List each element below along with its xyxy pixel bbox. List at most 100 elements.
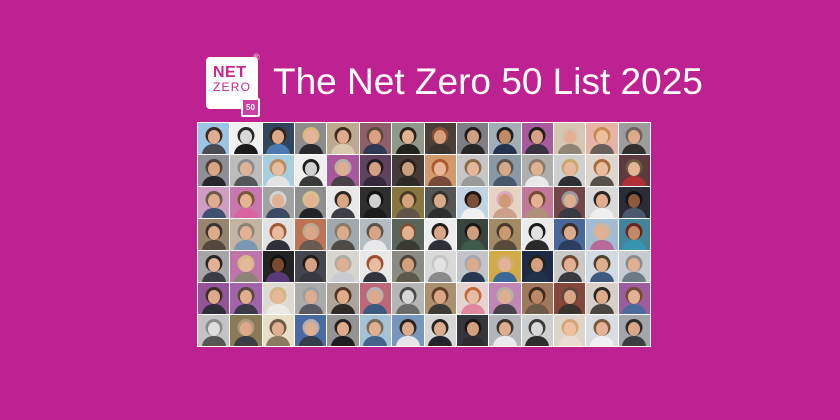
person-face-shape [401,290,414,304]
person-face-shape [337,258,350,272]
person-face-shape [466,194,479,208]
person-shoulders-shape [331,208,356,218]
headshot-photo [230,251,262,282]
person-shoulders-shape [363,176,388,186]
headshot-photo [489,251,521,282]
person-shoulders-shape [331,304,356,314]
person-shoulders-shape [460,176,485,186]
person-shoulders-shape [589,336,614,346]
person-face-shape [434,226,447,240]
person-face-shape [563,226,576,240]
person-shoulders-shape [557,336,582,346]
person-face-shape [304,290,317,304]
person-face-shape [563,194,576,208]
person-face-shape [304,226,317,240]
person-face-shape [337,130,350,144]
person-shoulders-shape [525,336,550,346]
person-shoulders-shape [557,304,582,314]
person-face-shape [369,226,382,240]
headshot-photo [392,219,424,250]
person-shoulders-shape [428,336,453,346]
person-shoulders-shape [201,176,226,186]
person-shoulders-shape [428,176,453,186]
headshot-photo [553,315,586,346]
headshot-photo [521,219,553,250]
headshot-photo [586,219,618,250]
headshot-photo [521,123,553,154]
person-shoulders-shape [363,240,388,250]
headshot-photo [456,283,489,314]
person-shoulders-shape [234,208,259,218]
person-face-shape [401,194,414,208]
page-title: The Net Zero 50 List 2025 [273,61,703,102]
person-shoulders-shape [266,336,291,346]
net-zero-logo: NET ZERO ® 50 [206,53,260,117]
headshot-photo [489,219,521,250]
person-face-shape [272,194,285,208]
person-face-shape [434,162,447,176]
headshot-photo [327,187,359,218]
headshot-photo [553,251,586,282]
person-shoulders-shape [298,208,323,218]
headshot-photo [230,187,262,218]
registered-trademark-icon: ® [253,52,260,62]
headshot-photo [327,251,359,282]
headshot-photo [392,315,424,346]
person-face-shape [369,194,382,208]
person-shoulders-shape [331,336,356,346]
headshot-photo [198,251,230,282]
person-face-shape [531,322,544,336]
person-shoulders-shape [589,272,614,282]
headshot-photo [295,123,327,154]
headshot-photo [586,123,618,154]
person-face-shape [498,162,511,176]
person-face-shape [595,226,608,240]
person-shoulders-shape [298,176,323,186]
person-face-shape [628,258,641,272]
person-face-shape [272,290,285,304]
headshot-photo [424,123,456,154]
person-face-shape [563,290,576,304]
person-shoulders-shape [622,176,647,186]
headshot-photo [359,155,392,186]
headshot-photo [295,155,327,186]
person-face-shape [240,194,253,208]
headshot-photo [295,315,327,346]
logo-text-net: NET [213,64,247,81]
person-shoulders-shape [331,176,356,186]
headshot-photo [456,123,489,154]
headshot-photo [295,251,327,282]
headshot-photo [198,187,230,218]
person-shoulders-shape [201,304,226,314]
headshot-photo [586,187,618,218]
person-face-shape [369,162,382,176]
person-face-shape [434,194,447,208]
person-face-shape [272,162,285,176]
headshot-photo [521,283,553,314]
person-shoulders-shape [557,208,582,218]
headshot-photo [198,123,230,154]
person-shoulders-shape [428,272,453,282]
person-face-shape [595,258,608,272]
person-shoulders-shape [266,208,291,218]
person-shoulders-shape [589,240,614,250]
person-face-shape [401,322,414,336]
person-face-shape [304,258,317,272]
headshot-photo [327,315,359,346]
person-shoulders-shape [331,240,356,250]
headshot-photo [618,251,650,282]
person-shoulders-shape [395,176,420,186]
person-shoulders-shape [492,336,517,346]
person-shoulders-shape [428,144,453,154]
headshot-photo [489,315,521,346]
headshot-photo [262,187,295,218]
headshot-photo [618,123,650,154]
headshot-photo [230,155,262,186]
person-shoulders-shape [622,336,647,346]
person-face-shape [595,194,608,208]
person-face-shape [498,290,511,304]
headshot-photo [327,123,359,154]
person-face-shape [272,258,285,272]
person-face-shape [466,322,479,336]
person-face-shape [434,130,447,144]
